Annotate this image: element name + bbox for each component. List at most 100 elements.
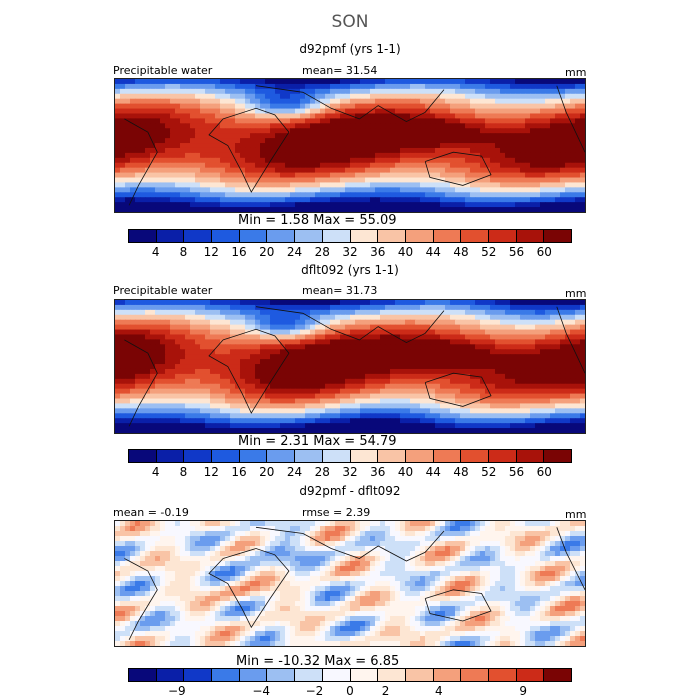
field-cell (260, 413, 266, 419)
field-cell (175, 167, 181, 174)
field-cell (120, 167, 126, 174)
field-cell (220, 182, 226, 188)
field-cell (385, 393, 391, 400)
field-cell (420, 329, 426, 336)
field-cell (520, 207, 526, 212)
field-cell (575, 334, 581, 341)
field-cell (440, 378, 446, 385)
field-cell (220, 147, 226, 154)
field-cell (340, 324, 346, 331)
field-cell (430, 413, 436, 419)
field-cell (350, 138, 356, 144)
field-cell (430, 93, 436, 100)
field-cell (130, 418, 136, 424)
field-cell (350, 197, 356, 203)
field-cell (325, 207, 331, 212)
field-cell (505, 138, 511, 144)
field-cell (290, 157, 296, 164)
field-cell (195, 79, 201, 85)
field-cell (345, 98, 351, 105)
field-cell (140, 93, 146, 100)
field-cell (150, 79, 156, 85)
field-cell (330, 187, 336, 193)
field-cell (210, 123, 216, 129)
field-cell (475, 309, 481, 316)
field-cell (155, 329, 161, 336)
field-cell (545, 349, 551, 355)
field-cell (425, 128, 431, 134)
field-cell (170, 177, 176, 184)
field-cell (565, 314, 571, 321)
field-cell (415, 103, 421, 110)
field-cell (570, 93, 576, 100)
field-cell (260, 383, 266, 390)
field-cell (175, 113, 181, 120)
field-cell (195, 364, 201, 370)
field-cell (195, 197, 201, 203)
field-cell (190, 108, 196, 115)
field-cell (285, 167, 291, 174)
field-cell (145, 388, 151, 395)
field-cell (445, 334, 451, 341)
field-cell (140, 113, 146, 120)
field-cell (135, 373, 141, 380)
field-cell (485, 138, 491, 144)
field-cell (565, 177, 571, 184)
field-cell (230, 324, 236, 331)
field-cell (415, 368, 421, 375)
field-cell (185, 309, 191, 316)
field-cell (145, 138, 151, 144)
field-cell (125, 157, 131, 164)
field-cell (285, 98, 291, 105)
field-cell (410, 103, 416, 110)
field-cell (205, 344, 211, 350)
field-cell (465, 398, 471, 405)
field-cell (120, 408, 126, 414)
field-cell (460, 152, 466, 159)
field-cell (295, 319, 301, 326)
field-cell (450, 177, 456, 184)
field-cell (580, 98, 585, 105)
field-cell (265, 423, 271, 429)
field-cell (340, 373, 346, 380)
field-cell (450, 373, 456, 380)
field-cell (505, 334, 511, 341)
field-cell (495, 378, 501, 385)
field-cell (275, 329, 281, 336)
field-cell (485, 187, 491, 193)
field-cell (410, 162, 416, 169)
field-cell (380, 79, 386, 85)
field-cell (260, 118, 266, 124)
field-cell (185, 364, 191, 370)
field-cell (470, 103, 476, 110)
field-cell (555, 152, 561, 159)
field-cell (210, 98, 216, 105)
field-cell (245, 334, 251, 341)
field-cell (130, 364, 136, 370)
field-cell (535, 147, 541, 154)
field-cell (355, 182, 361, 188)
field-cell (150, 324, 156, 331)
field-cell (130, 143, 136, 149)
field-cell (115, 177, 121, 184)
field-cell (125, 393, 131, 400)
field-cell (495, 383, 501, 390)
field-cell (210, 418, 216, 424)
field-cell (160, 79, 166, 85)
field-cell (455, 202, 461, 208)
field-cell (395, 133, 401, 139)
field-cell (495, 309, 501, 316)
field-cell (385, 177, 391, 184)
field-cell (575, 118, 581, 124)
field-cell (155, 113, 161, 120)
field-cell (290, 309, 296, 316)
field-cell (165, 197, 171, 203)
field-cell (170, 182, 176, 188)
field-cell (360, 413, 366, 419)
field-cell (155, 197, 161, 203)
field-cell (535, 187, 541, 193)
field-cell (445, 79, 451, 85)
field-cell (145, 123, 151, 129)
field-cell (360, 167, 366, 174)
field-cell (380, 88, 386, 95)
